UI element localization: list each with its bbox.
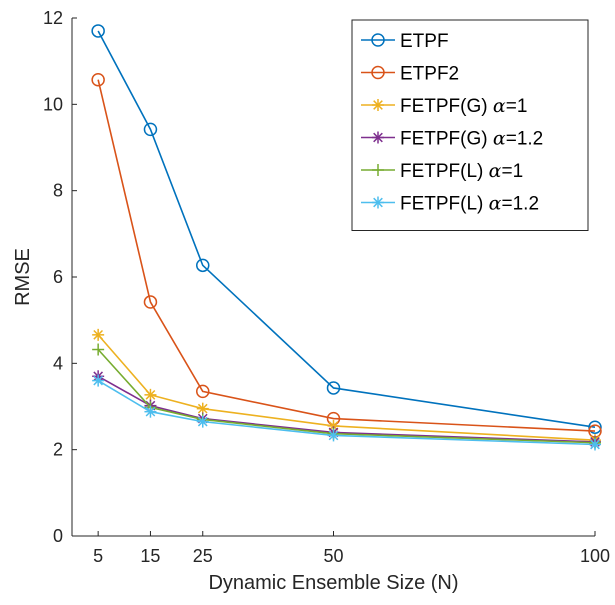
axes (71, 17, 596, 537)
legend-entry-2: ETPF2 (361, 64, 459, 85)
series-6 (92, 374, 601, 451)
tick-labels: 0 2 4 6 8 10 12 5 15 25 50 100 (43, 8, 610, 566)
legend-marker-6 (372, 196, 384, 209)
legend-label: FETPF(G) α=1 (400, 95, 527, 117)
series-2-point-1 (91, 72, 105, 87)
series-3-line (97, 334, 596, 441)
y-tick-label: 6 (53, 267, 63, 287)
legend-marker-2 (371, 65, 385, 80)
legend-entry-4: FETPF(G) α=1.2 (361, 128, 543, 150)
x-tick-label: 50 (323, 546, 343, 566)
series-1-line (97, 30, 596, 429)
legend-label: FETPF(L) α=1.2 (400, 193, 539, 215)
series-5-point-1 (92, 343, 105, 356)
series-layer (91, 24, 602, 451)
series-2-line (97, 79, 596, 432)
y-axis-label: RMSE (12, 248, 34, 306)
x-axis-label: Dynamic Ensemble Size (N) (208, 572, 458, 594)
series-1-point-3 (196, 258, 210, 273)
series-3-point-1 (92, 328, 105, 341)
x-tick-label: 15 (140, 546, 160, 566)
series-6-point-5 (589, 438, 601, 451)
legend-entry-6: FETPF(L) α=1.2 (361, 193, 539, 215)
y-tick-label: 4 (53, 353, 63, 373)
y-tick-label: 8 (53, 181, 63, 201)
legend-box (351, 19, 589, 231)
legend-marker-5 (372, 164, 384, 176)
legend-label: ETPF (400, 31, 449, 52)
series-1-point-5 (588, 420, 602, 434)
y-tick-label: 0 (53, 526, 63, 546)
legend-marker-3 (372, 99, 384, 111)
legend-marker-1 (371, 33, 385, 47)
series-2-point-2 (143, 295, 158, 309)
legend-label: FETPF(G) α=1.2 (400, 128, 543, 150)
legend-entry-1: ETPF (361, 31, 449, 52)
series-6-point-2 (144, 405, 157, 418)
legend-label: FETPF(L) α=1 (400, 160, 523, 182)
y-tick-label: 10 (43, 94, 63, 114)
x-tick-label: 25 (193, 546, 213, 566)
series-1-point-4 (326, 381, 341, 395)
legend: ETPF ETPF2 FETPF(G) α=1 FETPF(G) α=1.2 FETPF… (351, 19, 589, 231)
series-4-line (97, 375, 596, 443)
legend-marker-4 (372, 131, 384, 144)
series-1-point-2 (143, 122, 158, 137)
series-3 (92, 328, 601, 447)
y-tick-label: 12 (43, 8, 63, 28)
series-1 (91, 24, 602, 434)
series-2-point-3 (196, 384, 210, 399)
series-6-point-3 (196, 415, 209, 428)
series-6-point-1 (92, 374, 105, 387)
y-tick-label: 2 (53, 440, 63, 460)
legend-entry-3: FETPF(G) α=1 (361, 95, 527, 117)
x-tick-label: 5 (93, 546, 103, 566)
legend-label: ETPF2 (400, 64, 459, 85)
x-tick-label: 100 (580, 546, 610, 566)
legend-entry-5: FETPF(L) α=1 (361, 160, 523, 182)
series-6-point-4 (327, 429, 340, 442)
series-3-point-2 (144, 388, 157, 401)
series-5-line (97, 348, 596, 444)
series-1-point-1 (91, 24, 105, 38)
